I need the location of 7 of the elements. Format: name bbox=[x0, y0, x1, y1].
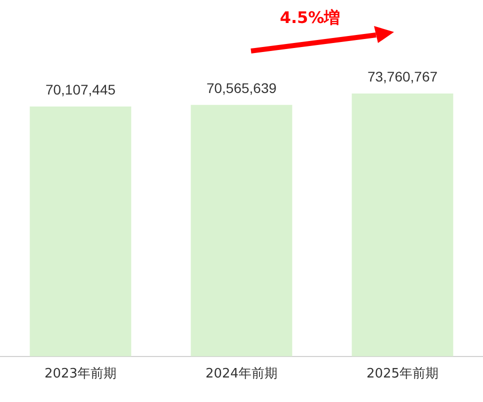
x-tick-label: 2025年前期 bbox=[366, 366, 439, 382]
data-label: 73,760,767 bbox=[367, 68, 438, 84]
data-label: 70,107,445 bbox=[45, 81, 116, 98]
x-tick-label: 2023年前期 bbox=[44, 366, 117, 382]
x-tick-label: 2024年前期 bbox=[205, 366, 278, 382]
data-label: 70,565,639 bbox=[206, 80, 277, 96]
text: 4.5%増 bbox=[278, 8, 342, 29]
